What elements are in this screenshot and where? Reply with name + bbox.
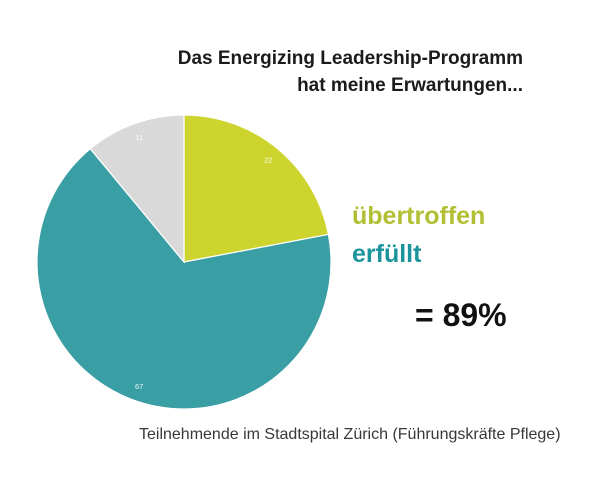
pie-chart: 22 67 11 [36,114,332,410]
pie-slice-1 [36,147,332,410]
pie-slice-value-label: 22 [264,156,272,165]
pie-slice-value-label: 67 [135,382,143,391]
pie-slice-2 [89,114,185,264]
legend-label-erfuellt: erfüllt [352,240,422,268]
chart-title: Das Energizing Leadership-Programm hat m… [178,45,523,99]
chart-title-line1: Das Energizing Leadership-Programm [177,48,523,69]
result-value: = 89% [415,297,507,333]
legend-label-uebertroffen: übertroffen [352,202,486,230]
pie-slice-value-label: 11 [135,133,143,142]
legend: übertroffen erfüllt = 89% [352,197,507,334]
caption: Teilnehmende im Stadtspital Zürich (Führ… [139,426,561,443]
pie-slice-0 [183,114,330,263]
chart-title-line2: hat meine Erwartungen... [297,75,523,96]
